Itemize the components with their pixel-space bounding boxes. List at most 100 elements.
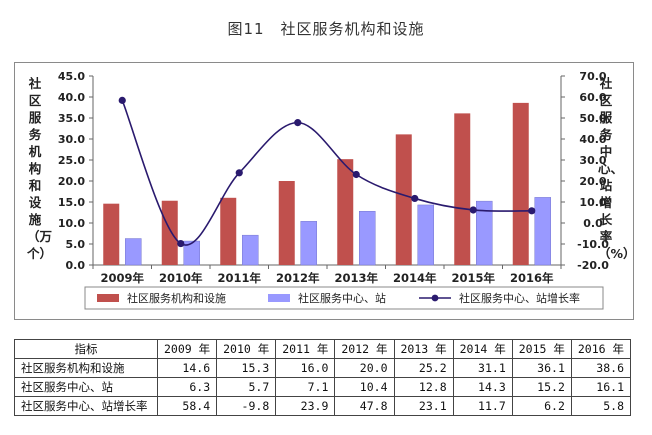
legend-label: 社区服务机构和设施: [127, 291, 226, 305]
table-header-cell: 2010 年: [216, 339, 277, 359]
table-header-cell: 2009 年: [156, 339, 218, 359]
table-header-cell: 2015 年: [511, 339, 572, 359]
growth-rate-point: [294, 119, 302, 127]
data-table: 指标 2009 年 2010 年 2011 年 2012 年 2013 年 20…: [14, 339, 632, 416]
table-header-cell: 2011 年: [275, 339, 336, 359]
y-tick-label-left: 10.0: [58, 217, 85, 230]
y-tick-label-right: 60.0: [579, 91, 606, 104]
legend-box: [84, 286, 604, 310]
x-tick-label: 2011年: [217, 271, 261, 285]
growth-rate-point: [469, 206, 477, 214]
bar-service-centers: [300, 221, 317, 266]
x-tick-label: 2014年: [393, 271, 437, 285]
table-cell: 14.6: [156, 358, 218, 378]
legend-label: 社区服务中心、站增长率: [459, 291, 580, 305]
table-cell: 25.2: [393, 358, 454, 378]
table-cell: 12.8: [393, 377, 454, 397]
x-tick-label: 2012年: [276, 271, 320, 285]
y-axis-label-right: 社区服务中心、站增长率（%）: [598, 76, 636, 261]
bar-facilities: [220, 197, 237, 265]
table-cell: 6.2: [511, 396, 572, 416]
table-cell: 58.4: [156, 396, 218, 416]
table-cell: 23.1: [393, 396, 454, 416]
combo-chart: 0.0 5.0 10.0 15.0 20.0 25.0 30.0 35.0 40.0 45.0 -2…: [58, 70, 609, 310]
table-row-label: 社区服务中心、站: [14, 377, 158, 397]
table-row: 社区服务中心、站 6.3 5.7 7.1 10.4 12.8 14.3 15.2…: [14, 377, 632, 397]
table-cell: 36.1: [511, 358, 572, 378]
y-tick-label-left: 5.0: [66, 238, 86, 251]
table-cell: 14.3: [452, 377, 513, 397]
bar-facilities: [103, 203, 120, 265]
x-tick-label: 2009年: [100, 271, 144, 285]
y-tick-label-right: 50.0: [579, 112, 606, 125]
table-cell: 16.0: [275, 358, 336, 378]
table-header-cell: 2012 年: [334, 339, 395, 359]
table-header-cell: 指标: [14, 339, 158, 359]
y-tick-label-left: 35.0: [58, 112, 85, 125]
y-tick-label-right: 10.0: [579, 196, 606, 209]
bar-facilities: [161, 200, 178, 265]
x-tick-label: 2010年: [159, 271, 203, 285]
growth-rate-point: [528, 207, 536, 215]
table-cell: 7.1: [275, 377, 336, 397]
bar-service-centers: [183, 240, 200, 266]
table-cell: 16.1: [570, 377, 632, 397]
bar-service-centers: [125, 238, 142, 266]
table-header-cell: 2016 年: [570, 339, 632, 359]
y-tick-label-right: 70.0: [579, 70, 606, 83]
legend-swatch: [97, 294, 119, 302]
y-tick-label-left: 25.0: [58, 154, 85, 167]
y-tick-label-left: 30.0: [58, 133, 85, 146]
y-axis-label-left: 社区服务机构和设施（万个）: [27, 76, 53, 261]
bar-facilities: [512, 102, 529, 265]
legend-label: 社区服务中心、站: [298, 291, 386, 305]
bar-service-centers: [359, 210, 376, 266]
bar-facilities: [278, 181, 295, 265]
bar-service-centers: [242, 234, 259, 266]
bar-service-centers: [417, 204, 434, 266]
table-cell: -9.8: [216, 396, 277, 416]
table-cell: 10.4: [334, 377, 395, 397]
y-tick-label-right: -10.0: [577, 238, 609, 251]
growth-rate-point: [411, 194, 419, 203]
table-cell: 6.3: [156, 377, 218, 397]
bar-facilities: [454, 113, 471, 265]
figure-number: 图11: [227, 20, 265, 38]
growth-rate-point: [177, 239, 185, 248]
table-cell: 31.1: [452, 358, 513, 378]
growth-rate-point: [352, 170, 360, 179]
table-cell: 15.2: [511, 377, 572, 397]
bar-facilities: [337, 159, 354, 265]
y-tick-label-left: 15.0: [58, 196, 85, 209]
table-cell: 23.9: [275, 396, 336, 416]
table-row: 社区服务机构和设施 14.6 15.3 16.0 20.0 25.2 31.1 …: [14, 358, 632, 378]
growth-rate-line: [121, 100, 532, 246]
x-tick-label: 2016年: [510, 271, 554, 285]
legend-swatch: [268, 294, 290, 302]
table-row: 社区服务中心、站增长率 58.4 -9.8 23.9 47.8 23.1 11.…: [14, 396, 632, 416]
table-cell: 38.6: [570, 358, 632, 378]
table-header-row: 指标 2009 年 2010 年 2011 年 2012 年 2013 年 20…: [14, 339, 632, 359]
y-tick-label-left: 45.0: [58, 70, 85, 83]
table-cell: 5.7: [216, 377, 277, 397]
figure-title: 图11 社区服务机构和设施: [0, 18, 652, 39]
table-cell: 11.7: [452, 396, 513, 416]
x-tick-label: 2013年: [334, 271, 378, 285]
chart-panel: 0.0 5.0 10.0 15.0 20.0 25.0 30.0 35.0 40.0 45.0 -2…: [14, 62, 636, 320]
growth-rate-point: [118, 96, 126, 104]
y-tick-label-right: 0.0: [583, 217, 603, 230]
y-tick-label-left: 0.0: [66, 259, 86, 272]
table-row-label: 社区服务中心、站增长率: [14, 396, 158, 416]
x-tick-label: 2015年: [451, 271, 495, 285]
y-tick-label-right: 20.0: [579, 175, 606, 188]
table-header-cell: 2013 年: [393, 339, 454, 359]
growth-rate-point: [235, 169, 243, 177]
y-tick-label-left: 20.0: [58, 175, 85, 188]
bar-service-centers: [534, 197, 551, 266]
table-cell: 5.8: [570, 396, 632, 416]
bar-service-centers: [476, 200, 493, 266]
table-row-label: 社区服务机构和设施: [14, 358, 158, 378]
y-tick-label-right: 30.0: [579, 154, 606, 167]
figure-title-text: 社区服务机构和设施: [280, 20, 425, 38]
bar-facilities: [395, 134, 412, 265]
